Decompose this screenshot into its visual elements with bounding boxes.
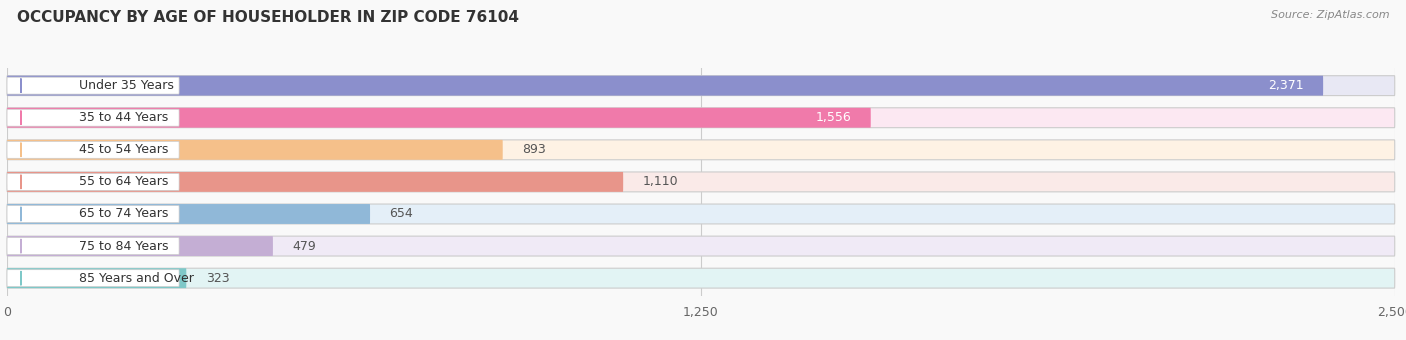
Text: OCCUPANCY BY AGE OF HOUSEHOLDER IN ZIP CODE 76104: OCCUPANCY BY AGE OF HOUSEHOLDER IN ZIP C… <box>17 10 519 25</box>
FancyBboxPatch shape <box>7 236 1395 256</box>
FancyBboxPatch shape <box>7 77 179 94</box>
Text: 2,371: 2,371 <box>1268 79 1303 92</box>
Text: Source: ZipAtlas.com: Source: ZipAtlas.com <box>1271 10 1389 20</box>
FancyBboxPatch shape <box>7 108 870 128</box>
Text: 1,556: 1,556 <box>815 111 851 124</box>
FancyBboxPatch shape <box>7 236 273 256</box>
FancyBboxPatch shape <box>7 108 1395 128</box>
FancyBboxPatch shape <box>7 204 1395 224</box>
FancyBboxPatch shape <box>7 173 179 190</box>
Text: Under 35 Years: Under 35 Years <box>79 79 174 92</box>
Text: 65 to 74 Years: 65 to 74 Years <box>79 207 169 220</box>
Text: 35 to 44 Years: 35 to 44 Years <box>79 111 169 124</box>
FancyBboxPatch shape <box>7 172 623 192</box>
Text: 323: 323 <box>205 272 229 285</box>
FancyBboxPatch shape <box>7 109 179 126</box>
FancyBboxPatch shape <box>7 76 1323 96</box>
Text: 479: 479 <box>292 240 316 253</box>
FancyBboxPatch shape <box>7 206 179 222</box>
FancyBboxPatch shape <box>7 204 370 224</box>
Text: 893: 893 <box>522 143 546 156</box>
FancyBboxPatch shape <box>7 76 1395 96</box>
Text: 75 to 84 Years: 75 to 84 Years <box>79 240 169 253</box>
FancyBboxPatch shape <box>7 268 187 288</box>
FancyBboxPatch shape <box>7 140 1395 160</box>
FancyBboxPatch shape <box>7 268 1395 288</box>
FancyBboxPatch shape <box>7 270 179 287</box>
Text: 45 to 54 Years: 45 to 54 Years <box>79 143 169 156</box>
FancyBboxPatch shape <box>7 140 503 160</box>
Text: 1,110: 1,110 <box>643 175 678 188</box>
FancyBboxPatch shape <box>7 141 179 158</box>
Text: 55 to 64 Years: 55 to 64 Years <box>79 175 169 188</box>
FancyBboxPatch shape <box>7 238 179 255</box>
Text: 654: 654 <box>389 207 413 220</box>
FancyBboxPatch shape <box>7 172 1395 192</box>
Text: 85 Years and Over: 85 Years and Over <box>79 272 194 285</box>
